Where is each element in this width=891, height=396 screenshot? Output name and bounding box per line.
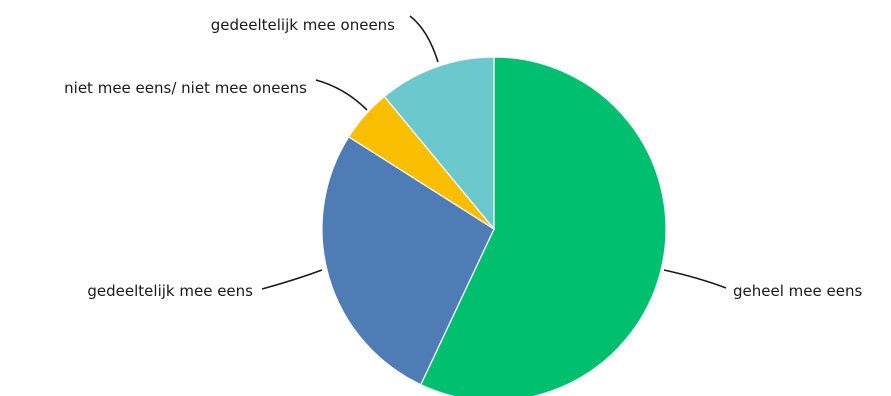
leader-line-3 bbox=[409, 15, 439, 63]
pie-slice-3 bbox=[383, 56, 495, 231]
leader-lines bbox=[261, 15, 727, 290]
leader-line-0 bbox=[663, 269, 727, 289]
slice-label-3: gedeeltelijk mee oneens bbox=[211, 16, 395, 34]
leader-line-2 bbox=[315, 79, 368, 111]
leader-line-1 bbox=[261, 269, 323, 290]
pie-slice-0 bbox=[419, 56, 667, 396]
slice-label-0: geheel mee eens bbox=[733, 282, 862, 300]
slice-label-1: gedeeltelijk mee eens bbox=[87, 282, 253, 300]
slice-label-2: niet mee eens/ niet mee oneens bbox=[64, 79, 307, 97]
pie-slices bbox=[321, 56, 667, 396]
slice-labels: geheel mee eens gedeeltelijk mee eens ni… bbox=[64, 16, 862, 300]
pie-slice-1 bbox=[321, 136, 495, 386]
